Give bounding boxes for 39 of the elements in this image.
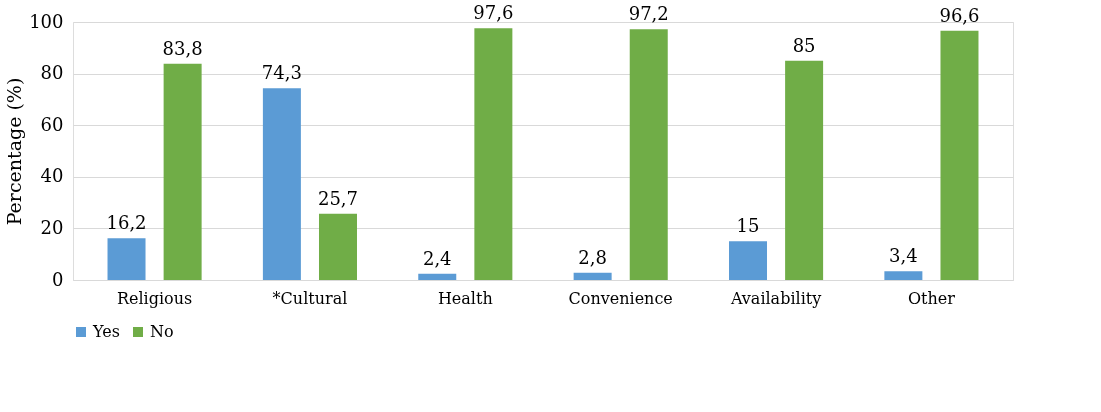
bar — [940, 30, 979, 280]
x-tick-label: Religious — [116, 288, 193, 308]
bar — [107, 238, 146, 280]
data-label: 3,4 — [889, 245, 918, 267]
bar — [474, 28, 513, 280]
y-tick-label: 20 — [40, 216, 64, 238]
legend-label: Yes — [92, 322, 120, 341]
data-label: 85 — [792, 34, 816, 56]
bar — [418, 273, 457, 280]
data-label: 83,8 — [162, 37, 203, 59]
y-tick-label: 60 — [40, 113, 64, 135]
bar — [262, 88, 301, 280]
bar — [785, 60, 824, 280]
y-tick-label: 100 — [29, 10, 64, 32]
x-tick-label: Health — [437, 288, 493, 308]
bar — [729, 241, 767, 280]
legend-label: No — [150, 322, 174, 341]
bar — [319, 213, 357, 280]
bar — [884, 271, 923, 280]
data-label: 97,6 — [473, 2, 514, 24]
bar — [573, 272, 612, 280]
y-tick-label: 0 — [52, 268, 64, 290]
x-tick-label: Other — [907, 288, 956, 308]
bar — [629, 29, 668, 280]
x-tick-label: *Cultural — [272, 288, 348, 308]
data-label: 96,6 — [939, 4, 980, 26]
data-label: 16,2 — [106, 212, 147, 234]
bar — [163, 63, 202, 280]
y-tick-label: 80 — [40, 62, 64, 84]
y-axis-title: Percentage (%) — [3, 77, 26, 226]
data-label: 15 — [736, 215, 760, 237]
data-label: 2,8 — [578, 246, 607, 268]
data-label: 74,3 — [261, 62, 302, 84]
data-label: 25,7 — [317, 187, 359, 209]
y-tick-label: 40 — [40, 165, 64, 187]
data-label: 2,4 — [422, 247, 452, 269]
x-tick-label: Convenience — [568, 288, 673, 308]
x-tick-label: Availability — [729, 288, 822, 308]
data-label: 97,2 — [628, 3, 669, 25]
